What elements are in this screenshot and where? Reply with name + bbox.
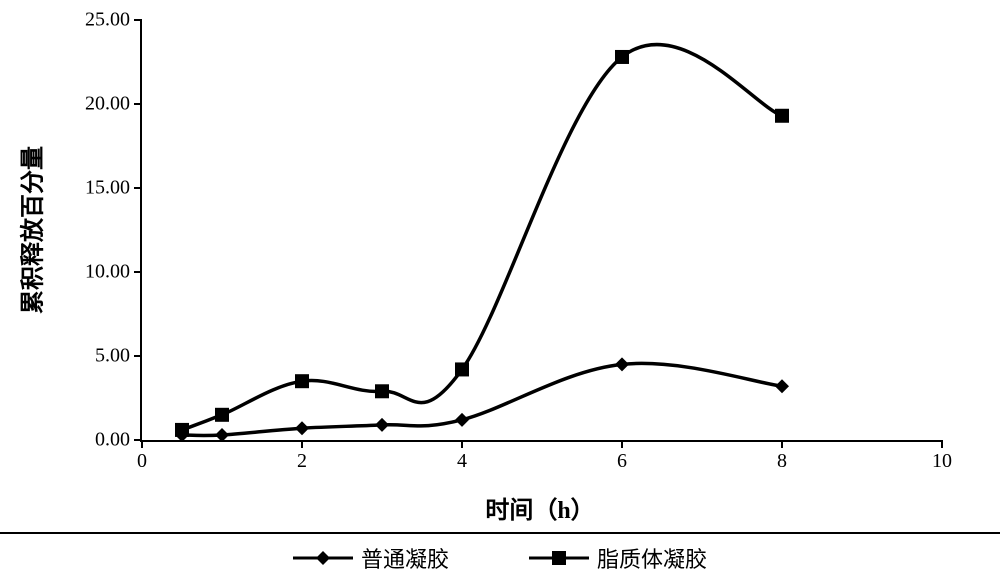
square-marker bbox=[175, 423, 189, 437]
y-tick-mark bbox=[134, 19, 142, 21]
y-tick-mark bbox=[134, 271, 142, 273]
square-marker bbox=[375, 384, 389, 398]
legend-item-series-0: 普通凝胶 bbox=[293, 542, 449, 574]
x-tick-mark bbox=[461, 440, 463, 448]
square-marker bbox=[775, 109, 789, 123]
y-axis-title: 累积释放百分量 bbox=[13, 146, 48, 314]
diamond-marker bbox=[215, 428, 229, 442]
y-tick-mark bbox=[134, 187, 142, 189]
diamond-marker bbox=[615, 357, 629, 371]
square-marker bbox=[295, 374, 309, 388]
square-marker bbox=[215, 408, 229, 422]
diamond-marker bbox=[455, 413, 469, 427]
diamond-marker bbox=[775, 379, 789, 393]
legend-item-series-1: 脂质体凝胶 bbox=[529, 542, 707, 574]
y-tick-mark bbox=[134, 103, 142, 105]
x-tick-mark bbox=[781, 440, 783, 448]
series-line bbox=[182, 363, 782, 435]
legend-label-1: 脂质体凝胶 bbox=[597, 542, 707, 574]
y-tick-mark bbox=[134, 355, 142, 357]
square-marker bbox=[455, 362, 469, 376]
legend-swatch-diamond bbox=[293, 548, 353, 568]
chart-svg bbox=[142, 20, 942, 440]
x-tick-mark bbox=[621, 440, 623, 448]
x-tick-mark bbox=[941, 440, 943, 448]
diamond-marker bbox=[295, 421, 309, 435]
square-marker bbox=[615, 50, 629, 64]
plot-area: 0.005.0010.0015.0020.0025.000246810 bbox=[140, 20, 942, 442]
diamond-marker bbox=[375, 418, 389, 432]
x-tick-mark bbox=[301, 440, 303, 448]
x-axis-title: 时间（h） bbox=[485, 490, 594, 525]
chart-container: 累积释放百分量 时间（h） 0.005.0010.0015.0020.0025.… bbox=[0, 0, 1000, 581]
series-line bbox=[182, 45, 782, 430]
legend: 普通凝胶 脂质体凝胶 bbox=[0, 532, 1000, 574]
legend-swatch-square bbox=[529, 548, 589, 568]
legend-label-0: 普通凝胶 bbox=[361, 542, 449, 574]
x-tick-mark bbox=[141, 440, 143, 448]
